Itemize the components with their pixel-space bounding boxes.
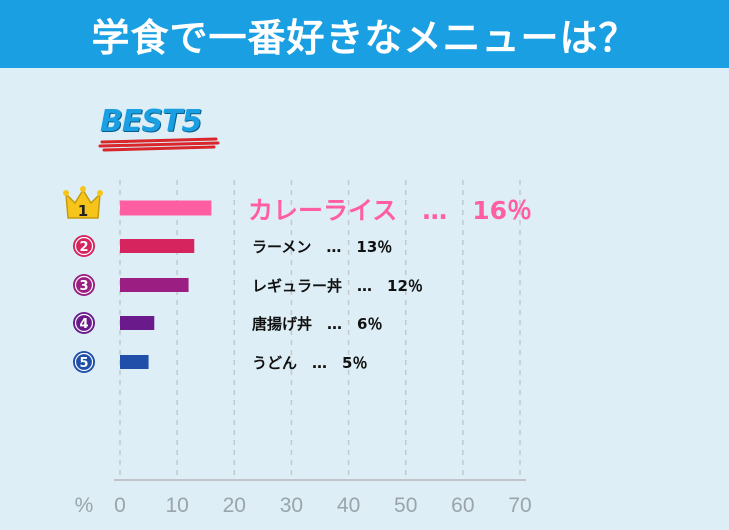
bar-label: 唐揚げ丼 … 6％ (252, 315, 383, 333)
best5-underline (98, 137, 220, 152)
bar (120, 200, 212, 216)
x-tick-label: 10 (165, 494, 188, 517)
best5-badge: BEST5 (100, 104, 202, 139)
x-tick-label: 70 (508, 494, 531, 517)
rank-number: 4 (79, 317, 88, 332)
rank-number: 3 (79, 279, 88, 294)
rank-number: 1 (78, 202, 88, 220)
rank-circle (73, 351, 95, 373)
rank-circle (73, 274, 95, 296)
x-tick-label: 0 (114, 494, 126, 517)
rank-circle (73, 312, 95, 334)
bar (120, 355, 149, 369)
bar (120, 239, 195, 253)
rank-number: 5 (79, 356, 88, 371)
rank-circle (73, 235, 95, 257)
page-title: 学食で一番好きなメニューは？ (91, 15, 638, 60)
rank-number: 2 (79, 240, 88, 255)
x-tick-label: 40 (337, 494, 360, 517)
crown-tip (63, 190, 69, 196)
rank-circle-ring (74, 313, 94, 333)
bar-label: うどん … 5％ (252, 354, 368, 372)
bar (120, 316, 155, 330)
crown-tip (97, 190, 103, 196)
crown-tip (80, 186, 86, 192)
rank-circle-ring (74, 352, 94, 372)
rank-circle-ring (74, 236, 94, 256)
rank-circle-ring (74, 275, 94, 295)
bar-label: レギュラー丼 … 12％ (252, 277, 423, 295)
x-tick-label: 60 (451, 494, 474, 517)
x-tick-label: 30 (280, 494, 303, 517)
bar-label: ラーメン … 13％ (252, 238, 393, 256)
x-tick-label: 50 (394, 494, 417, 517)
bar-label: カレーライス … 16％ (248, 196, 533, 225)
header-banner: 学食で一番好きなメニューは？ (0, 0, 729, 68)
x-axis-unit-label: % (75, 494, 94, 517)
bar (120, 278, 189, 292)
x-tick-label: 20 (223, 494, 246, 517)
